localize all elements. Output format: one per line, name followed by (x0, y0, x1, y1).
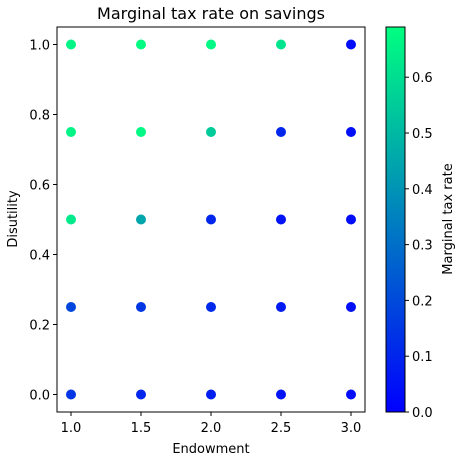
scatter-point (346, 127, 356, 137)
y-tick-label: 0.2 (29, 319, 50, 334)
colorbar-tick-label: 0.1 (412, 350, 433, 365)
y-tick-label: 0.8 (29, 109, 50, 124)
colorbar-tick-label: 0.3 (412, 239, 433, 254)
scatter-point (136, 214, 146, 225)
x-tick-label: 1.0 (61, 421, 82, 436)
scatter-point (136, 389, 146, 400)
scatter-point (66, 39, 76, 50)
scatter-point (276, 39, 286, 50)
scatter-point (206, 39, 216, 50)
colorbar-axis: 0.0 0.1 0.2 0.3 0.4 0.5 0.6 (405, 71, 433, 421)
scatter-point (346, 389, 356, 400)
plot-area (66, 39, 356, 400)
y-axis-label: Disutility (6, 190, 21, 248)
colorbar-tick-label: 0.4 (412, 183, 433, 198)
colorbar-tick-label: 0.6 (412, 71, 433, 86)
scatter-point (346, 39, 356, 50)
scatter-point (66, 214, 76, 225)
colorbar-label: Marginal tax rate (441, 163, 456, 274)
scatter-point (136, 302, 146, 312)
scatter-point (66, 389, 76, 400)
colorbar (385, 26, 406, 413)
scatter-point (276, 214, 286, 225)
scatter-point (66, 127, 76, 137)
scatter-point (346, 214, 356, 225)
x-axis: 1.0 1.5 2.0 2.5 3.0 (61, 412, 362, 436)
y-axis: 0.0 0.2 0.4 0.6 0.8 1.0 (29, 39, 57, 404)
y-tick-label: 0.6 (29, 179, 50, 194)
scatter-point (276, 389, 286, 400)
scatter-point (206, 389, 216, 400)
chart-title: Marginal tax rate on savings (97, 4, 325, 23)
y-tick-label: 0.4 (29, 249, 50, 264)
y-tick-label: 0.0 (29, 389, 50, 404)
scatter-point (136, 127, 146, 137)
scatter-point (206, 127, 216, 137)
colorbar-tick-label: 0.2 (412, 294, 433, 309)
x-axis-label: Endowment (172, 442, 249, 457)
scatter-point (206, 302, 216, 312)
scatter-point (66, 302, 76, 312)
colorbar-tick-label: 0.0 (412, 406, 433, 421)
scatter-point (276, 302, 286, 312)
x-tick-label: 2.5 (271, 421, 292, 436)
scatter-point (346, 302, 356, 312)
x-tick-label: 3.0 (341, 421, 362, 436)
x-tick-label: 2.0 (201, 421, 222, 436)
scatter-point (276, 127, 286, 137)
y-tick-label: 1.0 (29, 39, 50, 54)
scatter-point (206, 214, 216, 225)
scatter-point (136, 39, 146, 50)
x-tick-label: 1.5 (131, 421, 152, 436)
colorbar-tick-label: 0.5 (412, 127, 433, 142)
